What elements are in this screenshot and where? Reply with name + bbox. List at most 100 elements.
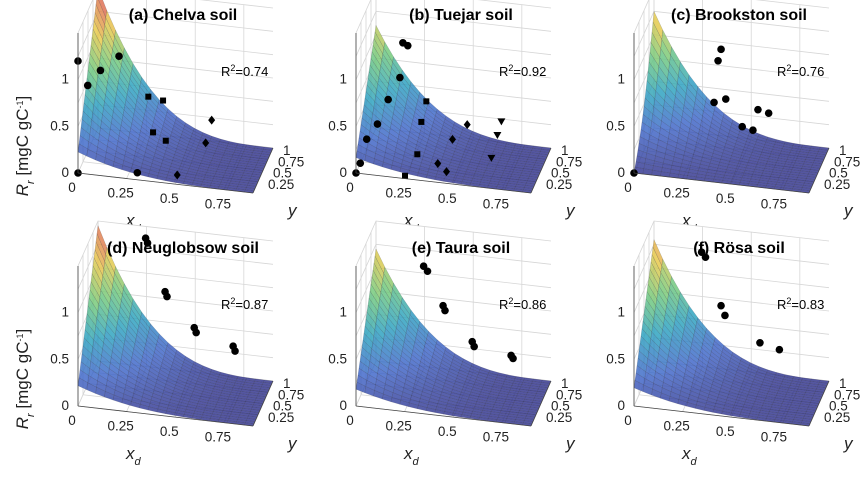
x-tick-label: 0 [624, 413, 632, 428]
surface [77, 224, 274, 427]
data-point-16 [487, 154, 496, 162]
panel-1: 00.510 0.25 0.5 0.750.250.50.751(a) Chelva … [13, 0, 304, 235]
y-axis-label: y [843, 434, 854, 453]
z-tick-label: 1 [339, 72, 347, 87]
x-tick-label: 0.25 [385, 186, 411, 201]
y-tick-label: 1 [561, 376, 569, 391]
y-tick-label: 0.25 [824, 177, 850, 192]
panel-title: (c) Brookston soil [671, 7, 807, 24]
y-tick-label: 0.75 [556, 154, 582, 169]
panel-2: 00.510 0.25 0.5 0.750.250.50.751(b) Tuejar … [328, 0, 582, 235]
y-axis-line [808, 147, 830, 194]
data-point-18 [497, 118, 506, 126]
r-squared-label: R2=0.86 [499, 296, 546, 312]
panel-title: (e) Taura soil [412, 240, 510, 257]
data-point-4 [115, 52, 123, 60]
grid-line-z [355, 0, 552, 34]
y-axis-line [530, 147, 552, 194]
z-tick-label: 1 [617, 305, 625, 320]
x-tick-label: 0.25 [663, 186, 689, 201]
surface [633, 10, 830, 194]
panel-5: 00.510 0.25 0.5 0.750.250.50.751(e) Taura s… [328, 220, 582, 468]
data-point-11 [402, 172, 409, 179]
panel-6: 00.510 0.25 0.5 0.750.250.50.751(f) Rösa so… [606, 220, 860, 468]
data-point-4 [441, 306, 449, 315]
z-tick-label: 0 [61, 398, 69, 413]
data-point-8 [509, 354, 517, 363]
y-tick-label: 0.75 [278, 154, 304, 169]
z-tick-label: 1 [339, 305, 347, 320]
y-tick-label: 0.75 [834, 387, 860, 402]
y-tick-label: 1 [283, 376, 291, 391]
y-tick-label: 0.5 [273, 399, 292, 414]
z-tick-label: 1 [61, 305, 69, 320]
data-point-5 [756, 339, 764, 347]
data-point-10 [173, 170, 181, 180]
panel-title: (f) Rösa soil [693, 240, 785, 257]
data-point-7 [754, 105, 762, 114]
data-point-6 [775, 345, 784, 354]
panel-4: 00.510 0.25 0.5 0.750.250.50.751(d) Neuglob… [13, 220, 304, 468]
y-axis-label: y [565, 434, 576, 453]
data-point-9 [414, 151, 421, 158]
y-tick-label: 0.25 [268, 410, 294, 425]
r-squared-label: R2=0.92 [499, 63, 546, 79]
r-squared-label: R2=0.87 [221, 296, 268, 312]
z-tick-label: 0.5 [328, 351, 347, 366]
panel-title: (d) Neuglobsow soil [107, 240, 259, 257]
surface [355, 24, 552, 194]
x-axis-label: xd [681, 444, 698, 468]
y-tick-label: 0.5 [273, 166, 292, 181]
z-tick-label: 0 [339, 398, 347, 413]
data-point-9 [162, 137, 169, 144]
data-point-2 [423, 267, 432, 276]
y-tick-label: 0.75 [556, 387, 582, 402]
data-point-8 [231, 347, 239, 355]
x-tick-label: 0.25 [385, 419, 411, 434]
data-point-3 [710, 98, 718, 107]
z-tick-label: 0.5 [50, 351, 69, 366]
y-axis-line [808, 380, 830, 427]
x-tick-label: 0.25 [107, 419, 133, 434]
data-point-7 [356, 159, 365, 168]
data-point-3 [396, 73, 404, 82]
y-tick-label: 1 [561, 143, 569, 158]
z-tick-label: 0.5 [606, 118, 625, 133]
x-axis-line [633, 405, 810, 427]
data-point-11 [202, 138, 210, 148]
y-tick-label: 1 [283, 143, 291, 158]
z-axis-label: Rr [mgC gC-1] [13, 329, 37, 430]
x-tick-label: 0.75 [761, 430, 787, 445]
y-tick-label: 0.75 [278, 387, 304, 402]
data-point-13 [449, 134, 456, 144]
data-point-14 [463, 120, 471, 130]
z-tick-label: 1 [61, 72, 69, 87]
z-tick-label: 0 [617, 165, 625, 180]
z-tick-label: 0 [617, 398, 625, 413]
data-point-2 [83, 81, 92, 90]
panel-title: (b) Tuejar soil [409, 7, 513, 24]
r-squared-label: R2=0.74 [221, 63, 268, 79]
x-tick-label: 0 [346, 413, 354, 428]
z-axis-label: Rr [mgC gC-1] [13, 96, 37, 197]
x-tick-label: 0.75 [205, 430, 231, 445]
x-tick-label: 0.5 [160, 191, 179, 206]
y-axis-line [252, 380, 274, 427]
r-squared-label: R2=0.76 [777, 63, 824, 79]
data-point-6 [150, 129, 157, 136]
data-point-17 [493, 132, 502, 140]
y-tick-label: 0.25 [268, 177, 294, 192]
x-tick-label: 0.5 [438, 191, 457, 206]
x-tick-label: 0.75 [761, 197, 787, 212]
x-tick-label: 0.25 [107, 186, 133, 201]
y-tick-label: 0.75 [834, 154, 860, 169]
x-tick-label: 0 [68, 413, 76, 428]
data-point-2 [717, 45, 725, 54]
x-tick-label: 0 [68, 180, 76, 195]
data-point-5 [738, 122, 747, 131]
data-point-6 [749, 126, 757, 135]
x-axis-line [633, 172, 810, 194]
x-axis-line [77, 405, 254, 427]
surface [355, 248, 552, 427]
x-tick-label: 0.25 [663, 419, 689, 434]
